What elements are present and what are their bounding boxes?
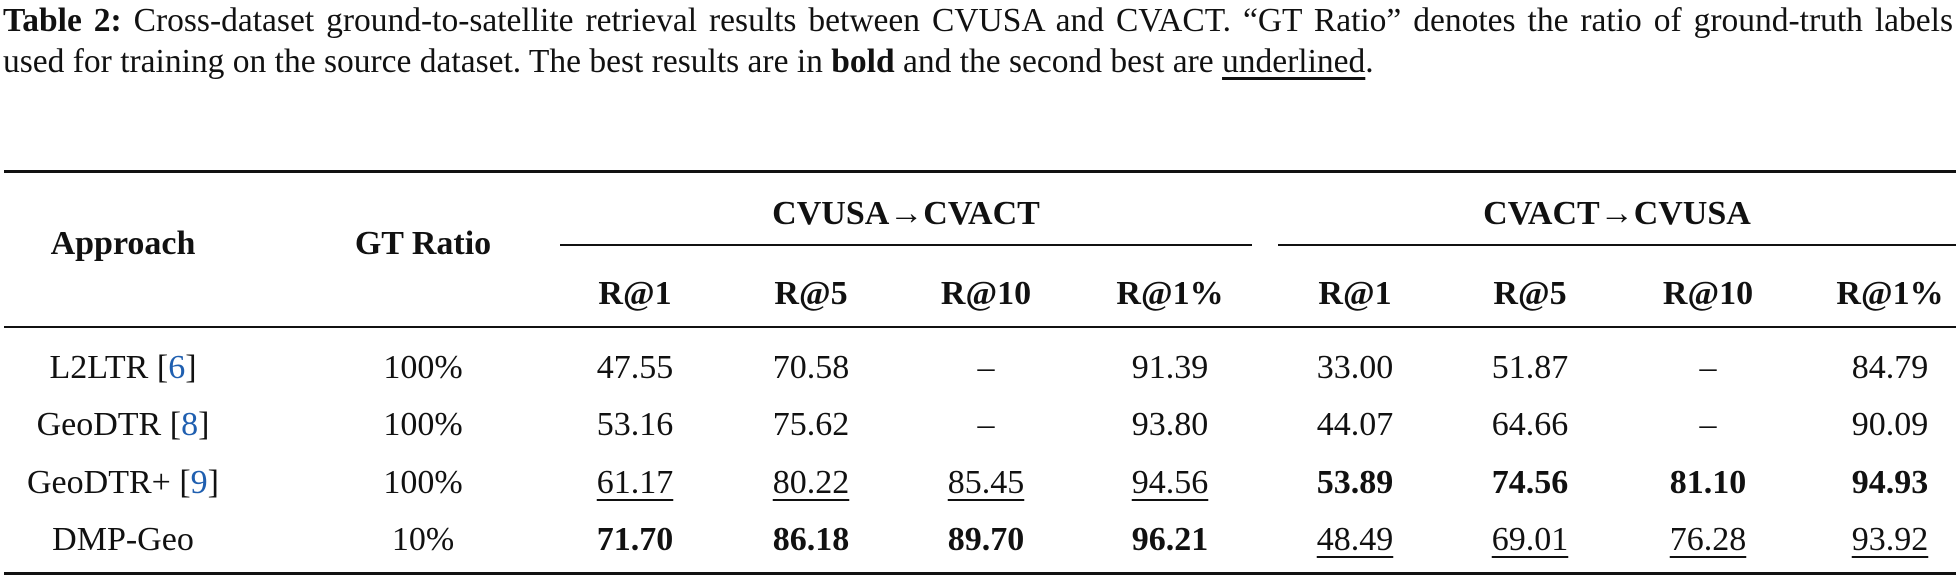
metric-header: R@1 (1318, 275, 1392, 312)
value-cell: 71.70 (596, 521, 674, 558)
citation[interactable]: 6 (168, 349, 186, 386)
citation[interactable]: 9 (190, 464, 208, 501)
metric-header: R@5 (774, 275, 848, 312)
gt-ratio-cell: 10% (391, 521, 455, 558)
value-cell: 94.56 (1131, 464, 1209, 501)
approach-cell: GeoDTR [8] (36, 406, 210, 443)
value-cell: – (1699, 406, 1717, 443)
top-rule (4, 170, 1956, 173)
value-cell: 70.58 (772, 349, 850, 386)
value-cell: 61.17 (596, 464, 674, 501)
caption: Table 2: Cross-dataset ground-to-satelli… (3, 0, 1953, 82)
value-cell: 74.56 (1491, 464, 1569, 501)
value-cell: 86.18 (772, 521, 850, 558)
value-cell: 48.49 (1316, 521, 1394, 558)
caption-bold: bold (831, 43, 895, 80)
value-cell: 91.39 (1131, 349, 1209, 386)
value-cell: – (1699, 349, 1717, 386)
group-rule (1278, 244, 1956, 246)
value-cell: 94.93 (1851, 464, 1929, 501)
gt-ratio-cell: 100% (383, 349, 463, 386)
group-rule (560, 244, 1252, 246)
group-header: CVACT→CVUSA (1483, 195, 1751, 232)
caption-underline: underlined (1222, 43, 1366, 80)
value-cell: 53.16 (596, 406, 674, 443)
value-cell: 64.66 (1491, 406, 1569, 443)
value-cell: 75.62 (772, 406, 850, 443)
value-cell: 93.80 (1131, 406, 1209, 443)
gt-ratio-cell: 100% (383, 406, 463, 443)
caption-label: Table 2: (3, 2, 122, 39)
header-cell: Approach (50, 225, 196, 262)
approach-name: GeoDTR (36, 406, 162, 443)
gt-ratio-cell: 100% (383, 464, 463, 501)
approach-name: DMP-Geo (52, 521, 194, 558)
caption-text: . (1365, 43, 1374, 80)
value-cell: 81.10 (1669, 464, 1747, 501)
value-cell: 96.21 (1131, 521, 1209, 558)
header-cell: GT Ratio (354, 225, 492, 262)
value-cell: 51.87 (1491, 349, 1569, 386)
metric-header: R@1% (1116, 275, 1224, 312)
value-cell: – (977, 349, 995, 386)
metric-header: R@5 (1493, 275, 1567, 312)
value-cell: 69.01 (1491, 521, 1569, 558)
value-cell: – (977, 406, 995, 443)
citation[interactable]: 8 (181, 406, 199, 443)
approach-cell: GeoDTR+ [9] (27, 464, 219, 501)
value-cell: 93.92 (1851, 521, 1929, 558)
value-cell: 84.79 (1851, 349, 1929, 386)
caption-text: Cross-dataset ground-to-satellite retrie… (3, 2, 1954, 80)
value-cell: 47.55 (596, 349, 674, 386)
approach-cell: DMP-Geo (52, 520, 194, 560)
bottom-rule (4, 572, 1956, 575)
value-cell: 89.70 (947, 521, 1025, 558)
value-cell: 76.28 (1669, 521, 1747, 558)
value-cell: 44.07 (1316, 406, 1394, 443)
value-cell: 53.89 (1316, 464, 1394, 501)
metric-header: R@10 (1662, 275, 1754, 312)
value-cell: 33.00 (1316, 349, 1394, 386)
mid-rule (4, 326, 1956, 328)
metric-header: R@1% (1836, 275, 1944, 312)
approach-name: GeoDTR+ (27, 464, 171, 501)
value-cell: 85.45 (947, 464, 1025, 501)
value-cell: 90.09 (1851, 406, 1929, 443)
approach-cell: L2LTR [6] (49, 349, 197, 386)
caption-text: and the second best are (902, 43, 1214, 80)
metric-header: R@10 (940, 275, 1032, 312)
value-cell: 80.22 (772, 464, 850, 501)
approach-name: L2LTR (49, 349, 149, 386)
group-header: CVUSA→CVACT (772, 195, 1040, 232)
metric-header: R@1 (598, 275, 672, 312)
